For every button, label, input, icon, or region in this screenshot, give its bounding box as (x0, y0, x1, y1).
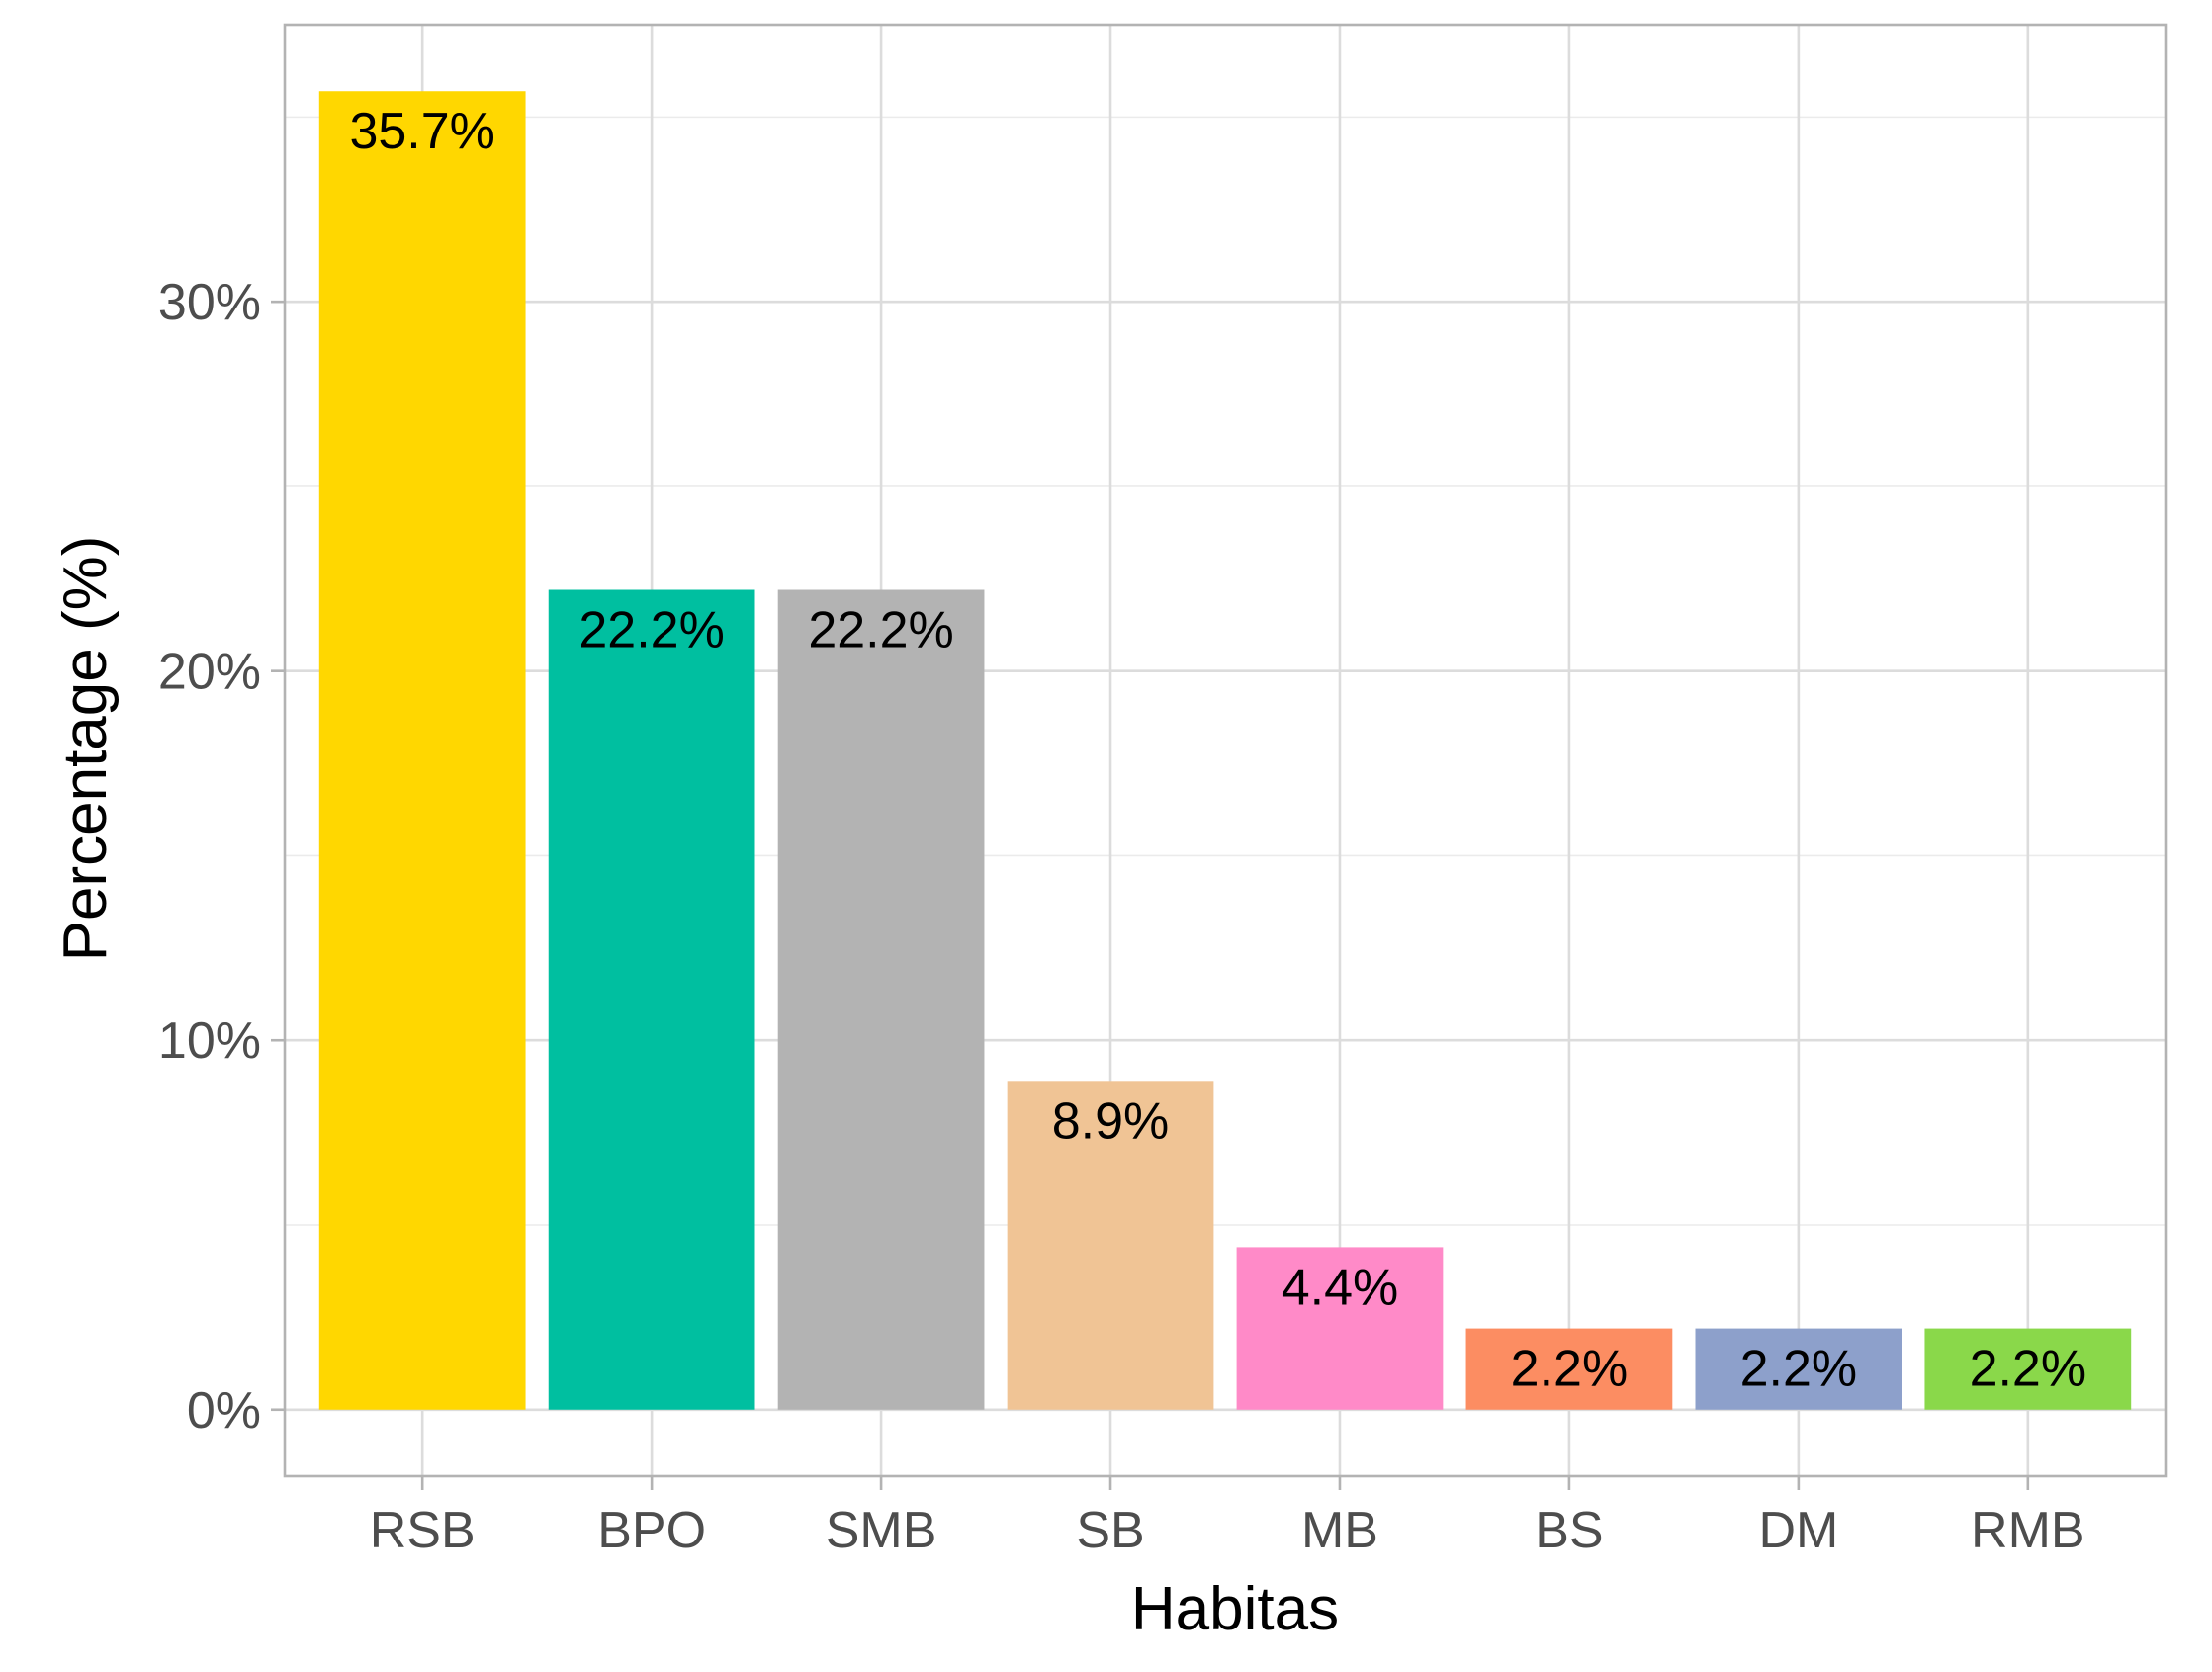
data-labels: 35.7% 22.2% 22.2% 8.9% 4.4% 2.2% 2.2% 2.2% (349, 103, 2086, 1397)
data-label-bs: 2.2% (1511, 1341, 1629, 1398)
x-tick-label-bpo: BPO (597, 1502, 706, 1559)
bar-rsb (318, 91, 526, 1410)
bar-dm (1695, 1328, 1902, 1410)
bar-bpo (548, 589, 755, 1410)
x-tick-label-bs: BS (1535, 1502, 1603, 1559)
bars (318, 91, 2132, 1410)
y-tick-label: 30% (158, 274, 261, 331)
y-tick-label: 20% (158, 644, 261, 701)
bar-rmb (1924, 1328, 2132, 1410)
panel-border (283, 23, 2168, 1478)
data-label-smb: 22.2% (808, 602, 953, 660)
data-label-rmb: 2.2% (1970, 1341, 2087, 1398)
x-tick-label-rsb: RSB (370, 1502, 476, 1559)
x-axis: RSB BPO SMB SB MB BS DM RMB (370, 1476, 2085, 1559)
x-tick-label-mb: MB (1301, 1502, 1378, 1559)
x-tick-label-rmb: RMB (1971, 1502, 2085, 1559)
x-tick-label-smb: SMB (826, 1502, 937, 1559)
bar-smb (777, 589, 985, 1410)
data-label-bpo: 22.2% (578, 602, 724, 660)
bar-sb (1007, 1081, 1214, 1410)
bar-bs (1465, 1328, 1673, 1410)
y-tick-label: 10% (158, 1012, 261, 1070)
data-label-sb: 8.9% (1052, 1093, 1170, 1150)
bar-mb (1236, 1247, 1444, 1410)
x-tick-label-sb: SB (1076, 1502, 1144, 1559)
data-label-dm: 2.2% (1740, 1341, 1858, 1398)
data-label-mb: 4.4% (1282, 1259, 1399, 1316)
data-label-rsb: 35.7% (349, 103, 494, 160)
y-axis: 0% 10% 20% 30% (158, 274, 285, 1440)
x-axis-title: Habitas (1131, 1575, 1339, 1643)
x-tick-label-dm: DM (1758, 1502, 1838, 1559)
y-tick-label: 0% (187, 1382, 261, 1440)
y-axis-title: Percentage (%) (51, 536, 120, 962)
